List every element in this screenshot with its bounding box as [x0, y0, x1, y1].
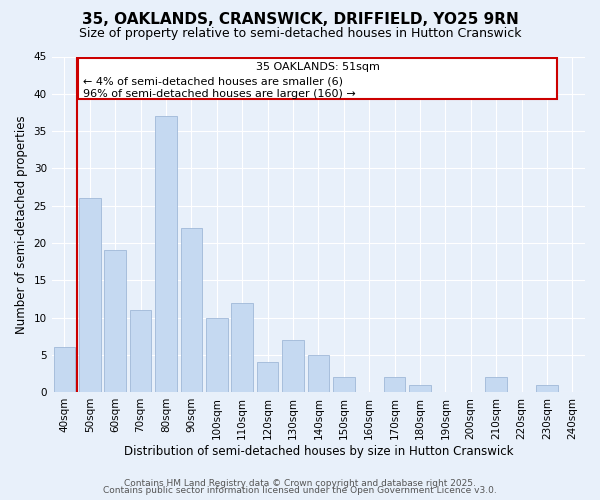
Bar	[257, 362, 278, 392]
Bar	[181, 228, 202, 392]
Bar	[333, 377, 355, 392]
Bar	[409, 384, 431, 392]
Bar	[282, 340, 304, 392]
Text: Contains HM Land Registry data © Crown copyright and database right 2025.: Contains HM Land Registry data © Crown c…	[124, 478, 476, 488]
Bar	[79, 198, 101, 392]
Bar	[384, 377, 406, 392]
Text: ← 4% of semi-detached houses are smaller (6): ← 4% of semi-detached houses are smaller…	[83, 76, 343, 86]
Y-axis label: Number of semi-detached properties: Number of semi-detached properties	[15, 115, 28, 334]
Bar	[485, 377, 507, 392]
Text: 35, OAKLANDS, CRANSWICK, DRIFFIELD, YO25 9RN: 35, OAKLANDS, CRANSWICK, DRIFFIELD, YO25…	[82, 12, 518, 28]
X-axis label: Distribution of semi-detached houses by size in Hutton Cranswick: Distribution of semi-detached houses by …	[124, 444, 513, 458]
Text: Contains public sector information licensed under the Open Government Licence v3: Contains public sector information licen…	[103, 486, 497, 495]
Polygon shape	[79, 58, 557, 99]
Bar	[53, 348, 75, 392]
Bar	[206, 318, 227, 392]
Bar	[155, 116, 177, 392]
Text: 96% of semi-detached houses are larger (160) →: 96% of semi-detached houses are larger (…	[83, 90, 356, 100]
Text: Size of property relative to semi-detached houses in Hutton Cranswick: Size of property relative to semi-detach…	[79, 28, 521, 40]
Text: 35 OAKLANDS: 51sqm: 35 OAKLANDS: 51sqm	[256, 62, 380, 72]
Bar	[536, 384, 557, 392]
Bar	[232, 302, 253, 392]
Bar	[104, 250, 126, 392]
Bar	[130, 310, 151, 392]
Bar	[308, 355, 329, 392]
